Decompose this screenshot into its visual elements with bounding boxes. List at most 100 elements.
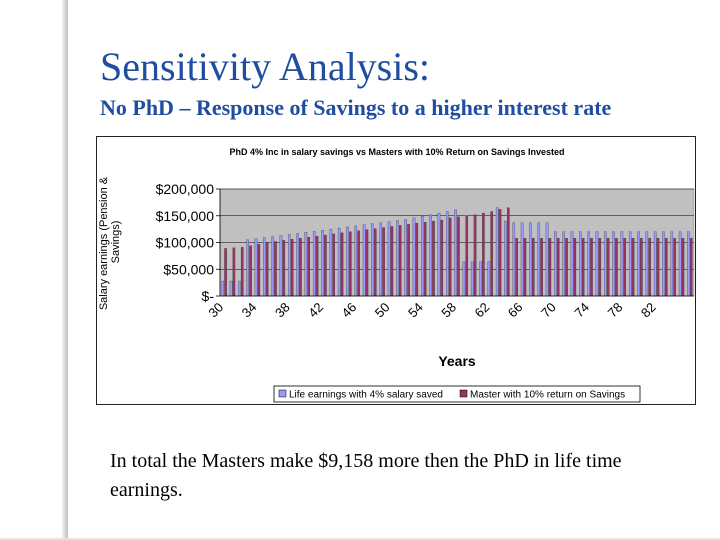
- x-tick-label: 62: [472, 300, 493, 321]
- bars: [221, 207, 693, 297]
- bar-series-2: [299, 238, 302, 297]
- x-tick-label: 58: [438, 300, 459, 321]
- x-tick-label: 46: [338, 300, 359, 321]
- bar-series-1: [337, 227, 341, 297]
- gridlines: [220, 188, 694, 270]
- bar-series-1: [296, 233, 299, 297]
- bar-series-2: [665, 238, 668, 297]
- bar-series-1: [470, 261, 474, 297]
- bar-series-2: [249, 245, 252, 297]
- bar-series-2: [598, 238, 602, 297]
- bar-series-2: [631, 238, 635, 297]
- y-tick-label: $200,000: [156, 181, 215, 197]
- bar-series-1: [662, 231, 665, 297]
- slide-title: Sensitivity Analysis:: [100, 44, 431, 89]
- bar-series-2: [673, 238, 676, 297]
- bar-series-2: [415, 223, 419, 297]
- x-tick-label: 54: [405, 300, 426, 321]
- bar-series-1: [321, 230, 324, 297]
- bar-series-1: [603, 231, 607, 297]
- bar-series-1: [645, 231, 649, 297]
- bar-series-2: [432, 220, 435, 297]
- bar-series-2: [407, 224, 410, 297]
- bar-series-2: [349, 231, 352, 297]
- bar-series-2: [590, 238, 593, 297]
- x-axis-label: Years: [438, 353, 476, 369]
- x-tick-label: 78: [605, 300, 626, 321]
- bar-series-1: [354, 225, 358, 297]
- bar-series-1: [371, 223, 374, 297]
- bar-series-1: [620, 231, 624, 297]
- bar-series-1: [520, 222, 524, 297]
- y-tick-label: $100,000: [156, 235, 215, 251]
- bar-series-2: [282, 240, 286, 297]
- bar-series-1: [628, 231, 632, 297]
- bar-series-1: [387, 221, 391, 297]
- bar-series-1: [229, 280, 233, 297]
- bar-series-2: [465, 215, 469, 297]
- x-axis-ticks: 30 34 38 42 46 50 54 58 62 66 70 74 78 82: [205, 300, 658, 321]
- bar-series-1: [254, 238, 258, 297]
- x-tick-label: 34: [239, 300, 260, 321]
- summary-note: In total the Masters make $9,158 more th…: [110, 450, 622, 501]
- bar-series-2: [482, 212, 485, 297]
- legend-label-series-2: Master with 10% return on Savings: [470, 390, 625, 401]
- bar-series-2: [382, 227, 385, 297]
- bar-series-1: [437, 212, 441, 297]
- bar-series-2: [556, 238, 560, 297]
- bar-series-1: [454, 209, 457, 297]
- bar-series-1: [238, 280, 241, 297]
- bar-series-2: [440, 219, 444, 297]
- bar-series-1: [595, 231, 599, 297]
- y-axis-label: Salary earnings (Pension & Savings): [98, 174, 122, 310]
- x-tick-label: 70: [538, 300, 559, 321]
- bar-series-1: [279, 235, 283, 297]
- y-axis-ticks: $- $50,000 $100,000 $150,000 $200,000: [156, 181, 694, 304]
- bar-series-2: [507, 207, 510, 297]
- bar-series-2: [332, 233, 335, 297]
- bar-series-2: [315, 235, 319, 297]
- bar-series-2: [324, 234, 327, 297]
- bar-series-2: [531, 238, 535, 297]
- bar-series-1: [562, 231, 565, 297]
- bar-series-1: [396, 220, 399, 297]
- bar-series-2: [373, 228, 377, 297]
- bar-series-2: [224, 248, 227, 297]
- bar-series-1: [537, 222, 541, 297]
- bar-series-2: [448, 217, 452, 297]
- legend-label-series-1: Life earnings with 4% salary saved: [289, 390, 443, 401]
- bar-series-1: [570, 231, 574, 297]
- y-axis-label-line1: Salary earnings (Pension &: [98, 176, 110, 310]
- bar-series-1: [362, 224, 366, 297]
- bar-series-2: [274, 241, 277, 297]
- bar-series-1: [479, 261, 482, 297]
- bar-series-2: [689, 238, 693, 297]
- chart-frame: PhD 4% Inc in salary savings vs Masters …: [96, 136, 696, 405]
- bar-series-1: [653, 231, 657, 297]
- bar-series-1: [421, 216, 424, 297]
- bar-series-2: [265, 242, 269, 297]
- x-tick-label: 42: [305, 300, 326, 321]
- bar-series-2: [423, 222, 427, 297]
- bar-series-1: [579, 231, 582, 297]
- bar-series-1: [304, 232, 308, 297]
- bar-series-1: [412, 217, 416, 297]
- bar-series-1: [587, 231, 590, 297]
- bar-series-1: [612, 231, 615, 297]
- stripe-shade: [62, 0, 68, 540]
- legend-swatch-series-1: [278, 389, 287, 398]
- bar-series-2: [640, 238, 643, 297]
- bar-series-1: [637, 231, 640, 297]
- bar-series-2: [390, 226, 394, 297]
- bar-series-2: [398, 225, 402, 297]
- y-axis-label-line2: Savings): [110, 221, 122, 264]
- bar-series-1: [445, 211, 449, 297]
- bar-series-1: [404, 219, 407, 297]
- bar-series-2: [548, 238, 552, 297]
- bar-series-1: [504, 220, 507, 297]
- y-tick-label: $50,000: [163, 261, 214, 277]
- bar-series-1: [346, 226, 349, 297]
- bar-series-1: [329, 228, 333, 297]
- y-tick-label: $-: [202, 288, 215, 304]
- legend-swatch-series-2: [459, 389, 468, 398]
